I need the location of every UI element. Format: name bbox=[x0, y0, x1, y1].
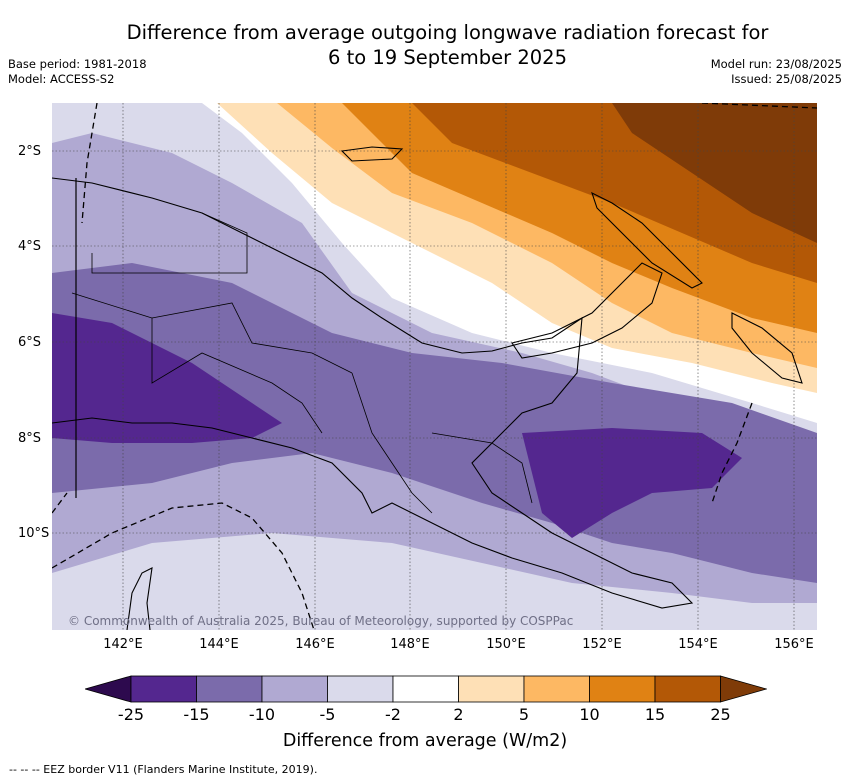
australia-coast bbox=[126, 567, 153, 630]
title-line-2: 6 to 19 September 2025 bbox=[328, 46, 567, 69]
colorbar-tick-label: -15 bbox=[183, 705, 210, 724]
model-run: Model run: 23/08/2025 bbox=[710, 57, 842, 71]
anomaly-map bbox=[52, 103, 817, 630]
latitude-tick-label: 4°S bbox=[18, 239, 42, 254]
longitude-tick-label: 144°E bbox=[199, 637, 239, 652]
colorbar-segment bbox=[261, 675, 328, 703]
colorbar-tick-label: -5 bbox=[319, 705, 336, 724]
band-neg25-neg15-east bbox=[522, 428, 742, 538]
colorbar-arrow-high bbox=[720, 675, 767, 703]
colorbar-label: Difference from average (W/m2) bbox=[282, 731, 568, 751]
colorbar-tick-label: 2 bbox=[453, 705, 464, 724]
bougainville-coast bbox=[731, 312, 803, 384]
colorbar bbox=[85, 675, 767, 703]
band-neg5-neg2-bottom bbox=[52, 533, 817, 630]
latitude-tick-label: 2°S bbox=[18, 144, 42, 159]
new-guinea-coast bbox=[52, 177, 694, 609]
map-title: Difference from average outgoing longwav… bbox=[40, 20, 850, 70]
colorbar-segment bbox=[130, 675, 197, 703]
longitude-tick-label: 142°E bbox=[103, 637, 143, 652]
colorbar-tick-label: -10 bbox=[248, 705, 276, 724]
longitude-tick-label: 154°E bbox=[678, 637, 718, 652]
colorbar-segment bbox=[523, 675, 590, 703]
eez-footer-note: -- -- -- EEZ border V11 (Flanders Marine… bbox=[9, 763, 318, 776]
colorbar-segment bbox=[589, 675, 656, 703]
new-britain-coast bbox=[511, 262, 663, 359]
province-borders bbox=[71, 212, 533, 514]
eez-borders bbox=[52, 103, 817, 630]
title-line-1: Difference from average outgoing longwav… bbox=[126, 21, 769, 44]
colorbar-tick-label: -2 bbox=[385, 705, 401, 724]
issued-date: Issued: 25/08/2025 bbox=[731, 72, 842, 86]
colorbar-tick-label: -25 bbox=[117, 705, 145, 724]
colorbar-segment bbox=[654, 675, 721, 703]
colorbar-tick-label: 25 bbox=[710, 705, 731, 724]
colorbar-segment bbox=[392, 675, 459, 703]
colorbar-segment bbox=[327, 675, 394, 703]
new-ireland-coast bbox=[591, 191, 703, 289]
copyright-note: © Commonwealth of Australia 2025, Bureau… bbox=[68, 614, 574, 628]
colorbar-arrow-low bbox=[85, 675, 132, 703]
latitude-tick-label: 8°S bbox=[18, 431, 42, 446]
meta-left: Base period: 1981-2018 Model: ACCESS-S2 bbox=[8, 57, 147, 87]
colorbar-tick-label: 5 bbox=[518, 705, 530, 724]
graticule bbox=[52, 103, 817, 630]
band-gt-25 bbox=[612, 103, 817, 243]
colorbar-tick-label: 15 bbox=[644, 705, 666, 724]
colorbar-tick-label: 10 bbox=[579, 705, 600, 724]
latitude-tick-label: 6°S bbox=[18, 335, 42, 350]
longitude-tick-label: 156°E bbox=[774, 637, 814, 652]
manus-coast bbox=[340, 146, 404, 162]
latitude-tick-label: 10°S bbox=[18, 526, 50, 541]
colorbar-segment bbox=[196, 675, 263, 703]
band-neg25-neg15-west bbox=[52, 313, 282, 443]
longitude-tick-label: 146°E bbox=[295, 637, 335, 652]
longitude-tick-label: 148°E bbox=[390, 637, 430, 652]
coastlines bbox=[52, 146, 803, 630]
longitude-tick-label: 150°E bbox=[486, 637, 526, 652]
colorbar-segment bbox=[458, 675, 525, 703]
base-period: Base period: 1981-2018 bbox=[8, 57, 147, 71]
model-name: Model: ACCESS-S2 bbox=[8, 72, 115, 86]
meta-right: Model run: 23/08/2025 Issued: 25/08/2025 bbox=[711, 57, 842, 87]
longitude-tick-label: 152°E bbox=[582, 637, 622, 652]
